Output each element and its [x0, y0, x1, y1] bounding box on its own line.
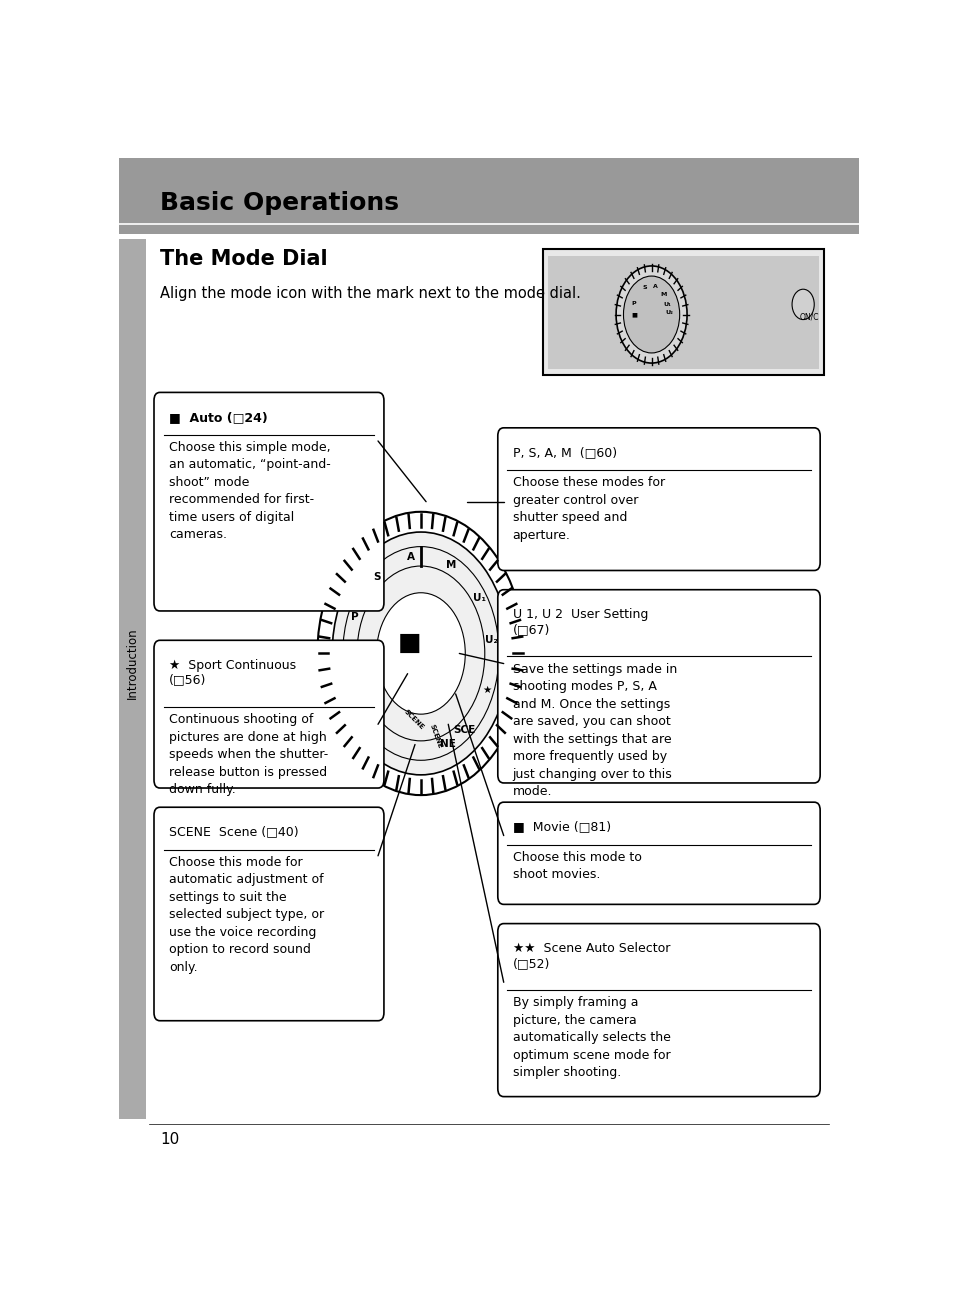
- FancyBboxPatch shape: [497, 590, 820, 783]
- Text: S: S: [373, 572, 380, 582]
- Text: Choose these modes for
greater control over
shutter speed and
aperture.: Choose these modes for greater control o…: [512, 477, 664, 541]
- Text: Save the settings made in
shooting modes P, S, A
and M. Once the settings
are sa: Save the settings made in shooting modes…: [512, 662, 676, 798]
- FancyBboxPatch shape: [497, 924, 820, 1097]
- FancyBboxPatch shape: [542, 248, 823, 376]
- Text: Introduction: Introduction: [126, 628, 139, 699]
- Text: P, S, A, M  (□60): P, S, A, M (□60): [512, 445, 616, 459]
- Text: SCENE: SCENE: [428, 724, 442, 749]
- Text: P: P: [631, 301, 636, 306]
- Text: Align the mode icon with the mark next to the mode dial.: Align the mode icon with the mark next t…: [160, 285, 580, 301]
- Text: ■: ■: [630, 311, 636, 317]
- FancyBboxPatch shape: [547, 256, 818, 369]
- Text: M: M: [445, 561, 456, 570]
- FancyBboxPatch shape: [153, 393, 383, 611]
- Text: S: S: [641, 285, 646, 290]
- Text: ★  Sport Continuous
(□56): ★ Sport Continuous (□56): [169, 658, 295, 686]
- Circle shape: [332, 532, 509, 775]
- Text: 10: 10: [160, 1131, 179, 1147]
- Circle shape: [616, 265, 686, 363]
- FancyBboxPatch shape: [153, 807, 383, 1021]
- Circle shape: [791, 289, 813, 319]
- Text: By simply framing a
picture, the camera
automatically selects the
optimum scene : By simply framing a picture, the camera …: [512, 996, 670, 1079]
- Text: SCE: SCE: [453, 725, 476, 735]
- Text: P: P: [351, 612, 358, 622]
- Text: U₂: U₂: [484, 635, 497, 645]
- Text: ■  Movie (□81): ■ Movie (□81): [512, 820, 610, 833]
- Text: ★★  Scene Auto Selector
(□52): ★★ Scene Auto Selector (□52): [512, 942, 669, 970]
- Text: ★: ★: [481, 685, 491, 695]
- FancyBboxPatch shape: [497, 802, 820, 904]
- FancyBboxPatch shape: [497, 428, 820, 570]
- Text: Choose this mode for
automatic adjustment of
settings to suit the
selected subje: Choose this mode for automatic adjustmen…: [169, 855, 324, 974]
- Text: SCENE  Scene (□40): SCENE Scene (□40): [169, 825, 298, 838]
- Text: NE: NE: [439, 738, 455, 749]
- Text: ON/C: ON/C: [799, 311, 818, 321]
- FancyBboxPatch shape: [119, 158, 858, 234]
- Text: Choose this mode to
shoot movies.: Choose this mode to shoot movies.: [512, 850, 640, 882]
- Text: SCENE: SCENE: [402, 708, 424, 731]
- FancyBboxPatch shape: [119, 239, 146, 1120]
- Text: ■  Auto (□24): ■ Auto (□24): [169, 410, 267, 423]
- FancyBboxPatch shape: [153, 640, 383, 788]
- Text: A: A: [652, 284, 657, 289]
- Text: U 1, U 2  User Setting
(□67): U 1, U 2 User Setting (□67): [512, 608, 647, 636]
- Text: M: M: [660, 292, 666, 297]
- Text: Continuous shooting of
pictures are done at high
speeds when the shutter-
releas: Continuous shooting of pictures are done…: [169, 714, 328, 796]
- Text: U₁: U₁: [663, 302, 671, 306]
- Text: The Mode Dial: The Mode Dial: [160, 248, 327, 269]
- Text: ■: ■: [397, 631, 421, 656]
- Text: Choose this simple mode,
an automatic, “point-and-
shoot” mode
recommended for f: Choose this simple mode, an automatic, “…: [169, 442, 330, 541]
- Text: U₂: U₂: [664, 310, 673, 315]
- Text: Basic Operations: Basic Operations: [160, 192, 398, 215]
- Text: U₁: U₁: [472, 593, 485, 603]
- Circle shape: [376, 593, 465, 715]
- Text: A: A: [407, 552, 415, 562]
- Circle shape: [623, 276, 679, 353]
